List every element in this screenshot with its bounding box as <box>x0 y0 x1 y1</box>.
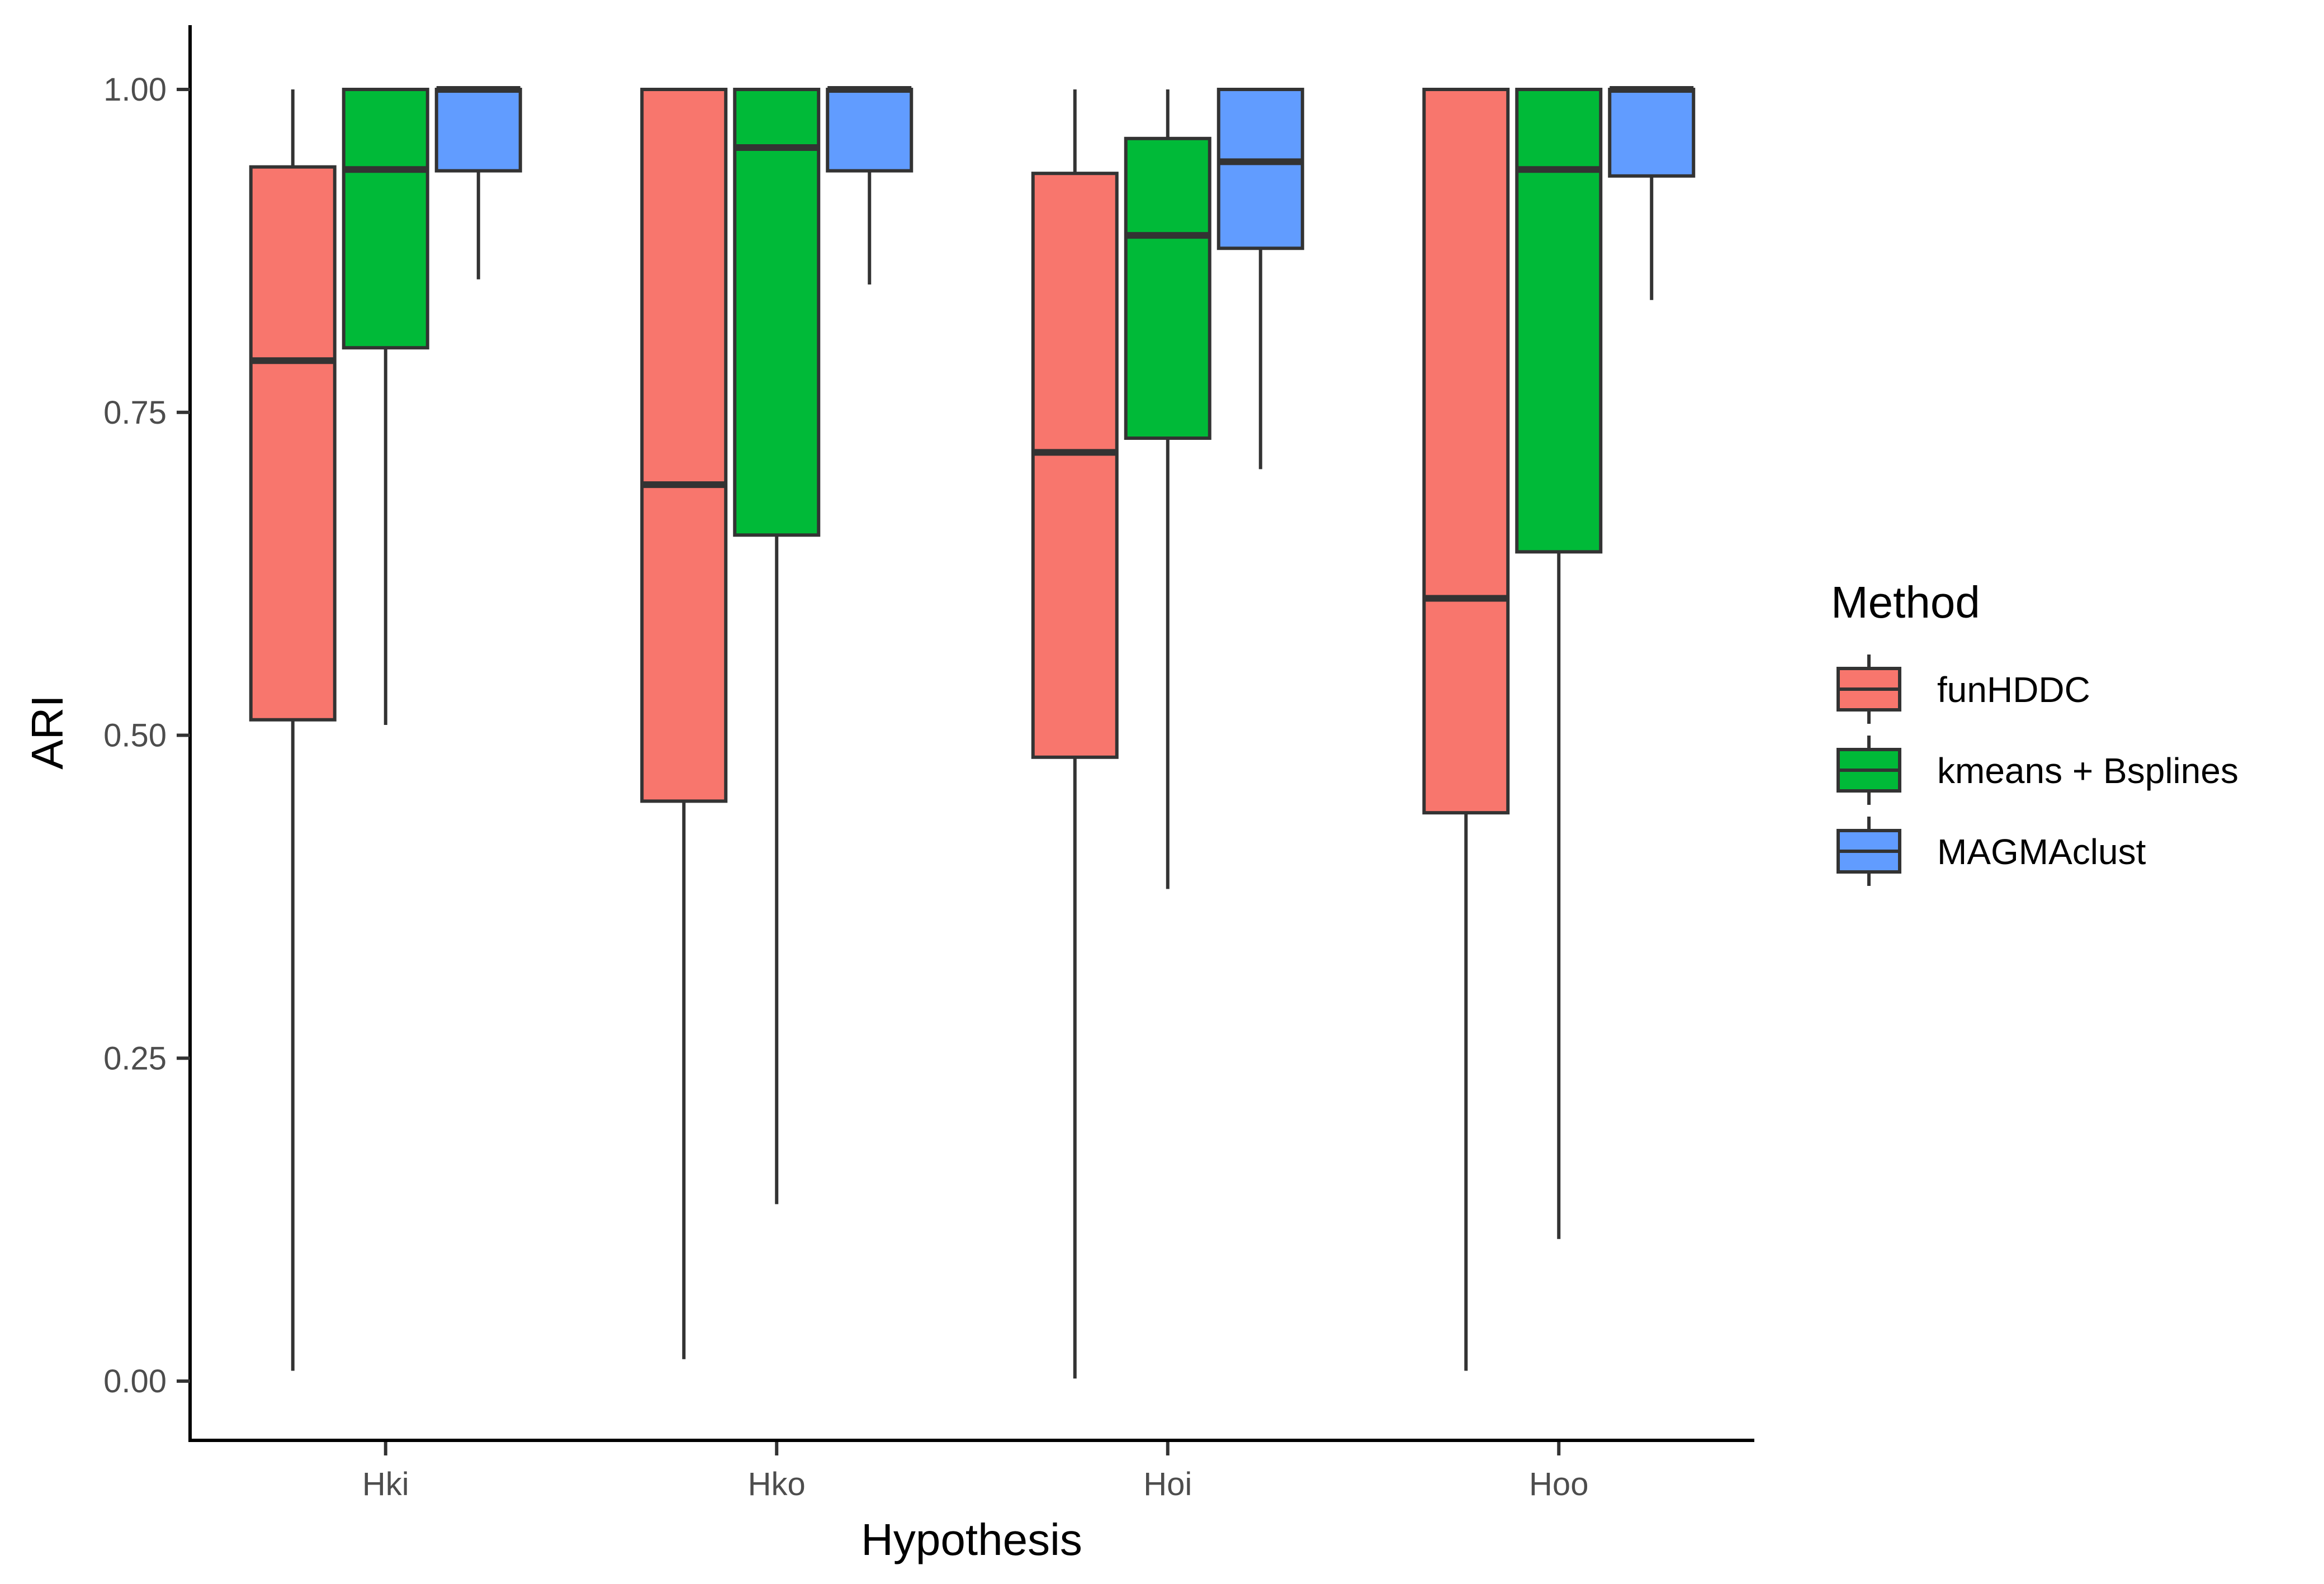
legend-item: MAGMAclust <box>1837 817 2146 886</box>
plot-area <box>249 86 1696 1379</box>
box-iqr <box>342 88 429 350</box>
legend-item: funHDDC <box>1837 655 2090 724</box>
x-tick-label: Hki <box>362 1466 409 1502</box>
box-iqr <box>434 88 522 173</box>
y-tick-label: 0.00 <box>103 1363 167 1400</box>
box-kmeans-bsplines-hko <box>733 88 821 1204</box>
box-iqr <box>249 165 337 722</box>
box-iqr <box>733 88 821 537</box>
legend-item: kmeans + Bsplines <box>1837 736 2238 805</box>
y-tick-label: 1.00 <box>103 72 167 108</box>
box-iqr <box>1422 88 1510 815</box>
box-funhddc-hko <box>640 88 728 1359</box>
box-iqr <box>640 88 728 803</box>
box-iqr <box>826 88 913 173</box>
box-magmaclust-hoi <box>1217 88 1304 469</box>
legend: Method funHDDC kmeans + Bsplines MAGMAclus… <box>1831 577 2238 886</box>
box-funhddc-hki <box>249 89 337 1371</box>
legend-title: Method <box>1831 577 1980 627</box>
y-axis: 0.00 0.25 0.50 0.75 1.00 <box>103 72 190 1400</box>
box-magmaclust-hoo <box>1608 86 1696 300</box>
y-tick-label: 0.25 <box>103 1040 167 1076</box>
box-iqr <box>1124 136 1211 440</box>
box-kmeans-bsplines-hoi <box>1124 89 1211 889</box>
legend-label: kmeans + Bsplines <box>1937 751 2238 791</box>
box-funhddc-hoi <box>1031 89 1119 1379</box>
box-kmeans-bsplines-hki <box>342 88 429 725</box>
box-funhddc-hoo <box>1422 88 1510 1371</box>
box-iqr <box>1608 88 1696 178</box>
legend-label: funHDDC <box>1937 670 2090 710</box>
box-magmaclust-hko <box>826 86 913 284</box>
x-tick-label: Hoo <box>1529 1466 1588 1502</box>
box-iqr <box>1515 88 1603 554</box>
x-tick-label: Hoi <box>1143 1466 1192 1502</box>
y-tick-label: 0.50 <box>103 718 167 754</box>
box-iqr <box>1031 172 1119 759</box>
x-axis-title: Hypothesis <box>861 1515 1082 1564</box>
box-magmaclust-hki <box>434 86 522 279</box>
y-axis-title: ARI <box>22 695 72 769</box>
box-kmeans-bsplines-hoo <box>1515 88 1603 1239</box>
x-axis: Hki Hko Hoi Hoo <box>362 1442 1588 1502</box>
x-tick-label: Hko <box>748 1466 806 1502</box>
box-iqr <box>1217 88 1304 250</box>
legend-label: MAGMAclust <box>1937 832 2146 872</box>
y-tick-label: 0.75 <box>103 395 167 431</box>
